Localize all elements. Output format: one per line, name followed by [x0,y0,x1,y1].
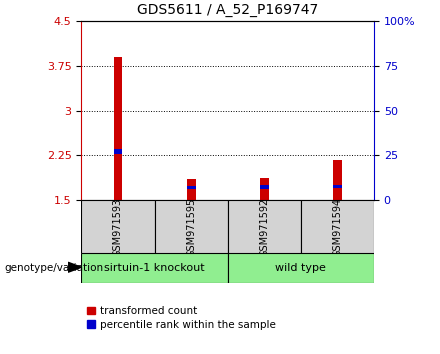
Text: GSM971593: GSM971593 [113,198,123,257]
Text: wild type: wild type [275,263,326,273]
Bar [114,149,122,154]
Bar [333,160,342,200]
Polygon shape [68,262,81,272]
Bar [260,185,269,189]
Bar [187,186,195,189]
Text: GSM971594: GSM971594 [333,198,342,257]
Bar [301,200,374,253]
Bar [228,200,301,253]
Bar [114,57,122,200]
Bar [154,200,228,253]
Bar [81,253,228,283]
Bar [81,200,154,253]
Legend: transformed count, percentile rank within the sample: transformed count, percentile rank withi… [87,306,276,330]
Bar [228,253,374,283]
Bar [187,179,195,200]
Bar [260,178,269,200]
Text: GSM971592: GSM971592 [259,198,269,257]
Title: GDS5611 / A_52_P169747: GDS5611 / A_52_P169747 [137,4,318,17]
Text: GSM971595: GSM971595 [186,198,196,257]
Bar [333,184,342,188]
Text: genotype/variation: genotype/variation [4,263,103,273]
Text: sirtuin-1 knockout: sirtuin-1 knockout [104,263,205,273]
